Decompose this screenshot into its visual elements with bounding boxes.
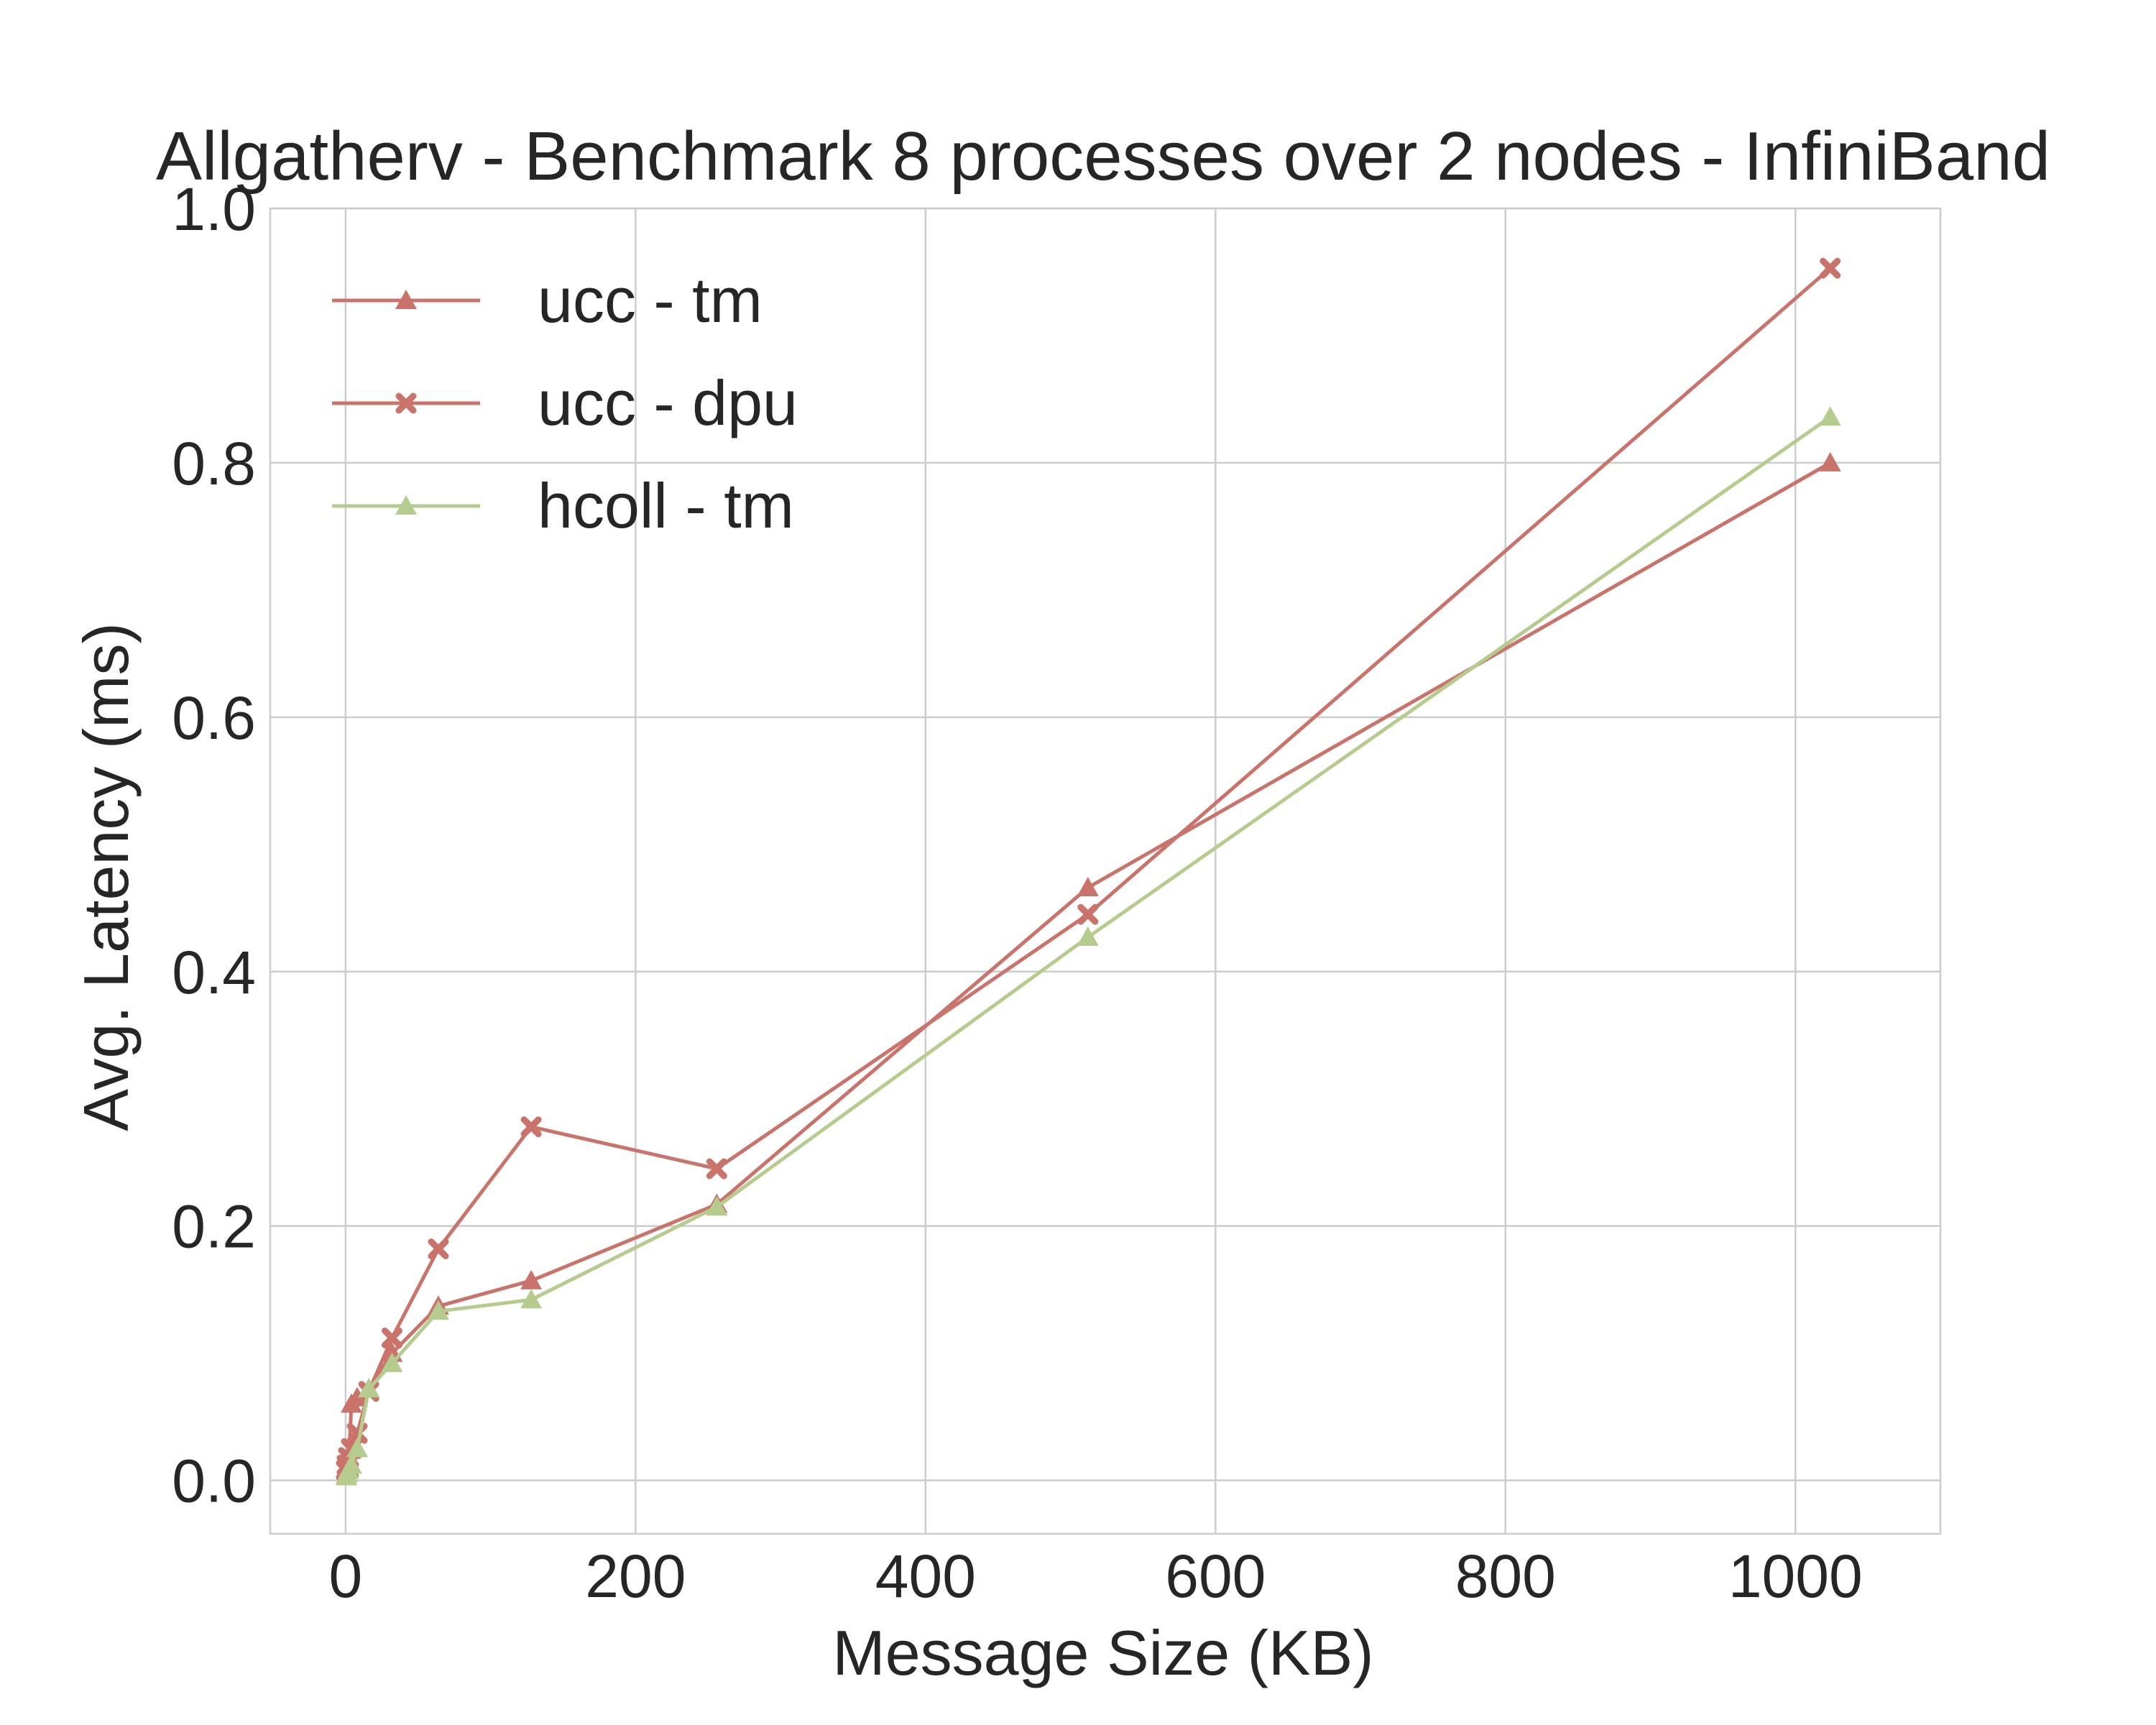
x-tick-label: 400 [875,1542,976,1610]
legend-label: hcoll - tm [538,470,794,541]
x-tick-label: 200 [585,1542,686,1610]
legend-label: ucc - tm [538,264,763,336]
legend-marker-stroke [395,392,417,414]
y-tick-label: 1.0 [172,175,256,243]
data-point [1820,257,1841,279]
data-point [1077,877,1099,897]
data-point [520,1289,543,1309]
legend-label: ucc - dpu [538,367,798,438]
y-tick-label: 0.4 [172,939,256,1006]
data-point [1819,451,1841,472]
data-point [1819,406,1841,426]
tick-labels: 0 200 400 600 800 1000 0.0 0.2 0.4 0.6 0.8 1.0 [172,175,1862,1610]
data-point-stroke [1077,903,1099,925]
series-layer [335,257,1841,1486]
data-point-stroke [381,1327,402,1348]
data-point [706,1158,727,1179]
legend-item: ucc - tm [332,264,763,336]
data-point [358,1378,380,1398]
legend-marker [395,495,417,515]
data-point [1077,926,1099,947]
data-point [428,1300,450,1320]
legend: ucc - tm ucc - dpu hcoll - tm [332,264,798,541]
data-point [520,1116,542,1138]
data-point [706,1196,728,1216]
data-point-stroke [520,1116,542,1138]
data-point [381,1327,402,1348]
data-point [381,1352,403,1372]
x-tick-label: 1000 [1728,1542,1863,1610]
data-point [346,1438,369,1458]
data-point-stroke [706,1158,727,1179]
data-point-stroke [428,1238,449,1260]
x-tick-label: 0 [329,1542,363,1610]
legend-item: hcoll - tm [332,470,794,541]
data-point [520,1269,543,1289]
legend-marker [395,392,417,414]
series-2 [335,406,1841,1486]
y-tick-label: 0.0 [172,1448,256,1515]
data-point-stroke [1820,257,1841,279]
data-point [428,1238,449,1260]
legend-marker [395,290,417,309]
data-point [340,1454,362,1474]
x-tick-label: 600 [1165,1542,1266,1610]
legend-item: ucc - dpu [332,367,798,438]
chart-title: Allgatherv - Benchmark 8 processes over … [156,118,2050,195]
x-axis-label: Message Size (KB) [832,1617,1373,1688]
y-tick-label: 0.6 [172,684,256,752]
y-tick-label: 0.2 [172,1193,256,1261]
data-point [1077,903,1099,925]
y-axis-label: Avg. Latency (ms) [70,622,142,1131]
plot-frame [269,207,1942,1535]
y-tick-label: 0.8 [172,430,256,497]
x-tick-label: 800 [1455,1542,1556,1610]
